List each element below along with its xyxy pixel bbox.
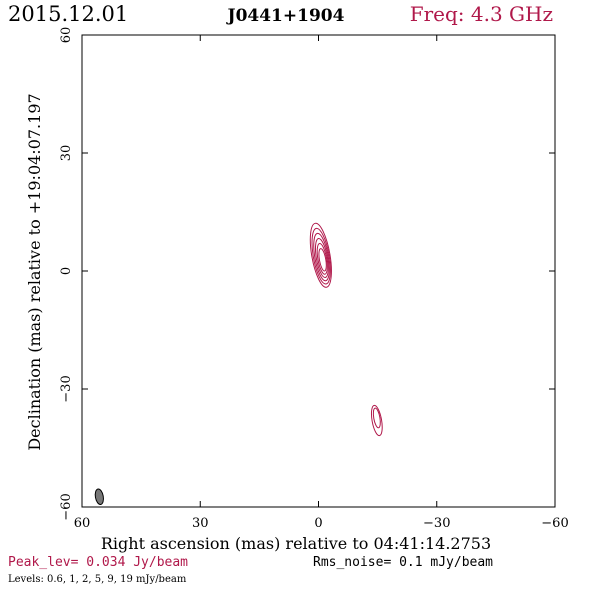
core-contour xyxy=(309,222,332,288)
frequency-label: Freq: 4.3 GHz xyxy=(410,2,553,26)
axis-ticks xyxy=(81,34,556,508)
x-axis-title: Right ascension (mas) relative to 04:41:… xyxy=(101,534,491,553)
source-name: J0441+1904 xyxy=(226,6,345,26)
peak-level: Peak_lev= 0.034 Jy/beam xyxy=(8,555,188,570)
core-contour xyxy=(314,237,329,278)
contour-levels: Levels: 0.6, 1, 2, 5, 9, 19 mJy/beam xyxy=(8,574,187,585)
beam-ellipse-group xyxy=(94,488,104,506)
x-tick-label: 0 xyxy=(314,516,322,531)
y-tick-label: 0 xyxy=(59,267,74,275)
y-tick-label: 60 xyxy=(59,27,74,44)
x-tick-label: −60 xyxy=(541,516,568,531)
core-contour xyxy=(316,243,328,275)
core-contour xyxy=(313,232,330,282)
beam-ellipse xyxy=(94,488,104,506)
x-tick-label: −30 xyxy=(423,516,450,531)
core-contour xyxy=(318,248,327,272)
y-tick-labels: −60 −30 0 30 60 xyxy=(59,27,74,521)
y-tick-label: −60 xyxy=(59,493,74,520)
y-tick-label: 30 xyxy=(59,145,74,162)
observation-date: 2015.12.01 xyxy=(8,2,128,26)
rms-noise: Rms_noise= 0.1 mJy/beam xyxy=(313,555,493,570)
x-tick-label: 30 xyxy=(192,516,209,531)
x-tick-label: 60 xyxy=(74,516,91,531)
core-contour xyxy=(311,227,331,285)
x-tick-labels: 60 30 0 −30 −60 xyxy=(74,516,569,531)
contour-group xyxy=(309,222,383,437)
y-tick-label: −30 xyxy=(59,375,74,402)
y-axis-title: Declination (mas) relative to +19:04:07.… xyxy=(25,93,44,450)
jet-feature-contour xyxy=(372,407,381,429)
jet-feature-contour xyxy=(370,404,383,437)
